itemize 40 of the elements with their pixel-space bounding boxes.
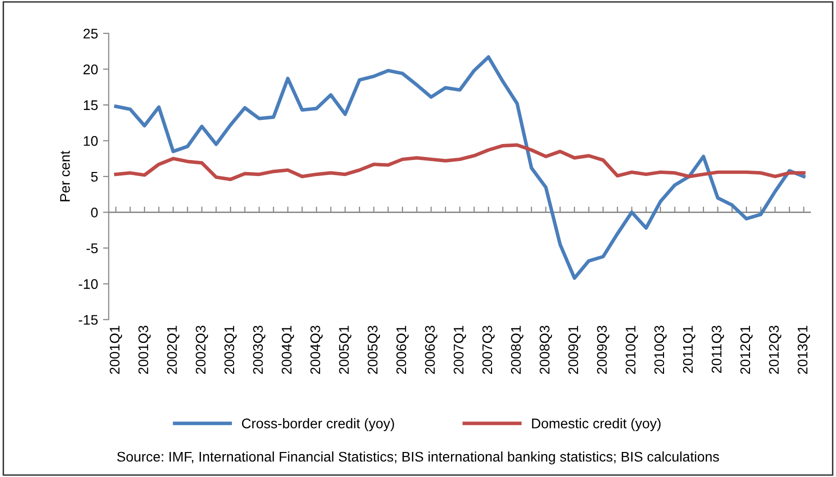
- x-tick-label: 2013Q1: [798, 326, 810, 374]
- x-tick-label: 2009Q3: [597, 326, 610, 374]
- source-note: Source: IMF, International Financial Statistics; BIS international banking statistics; BIS calculations: [117, 451, 719, 464]
- y-tick-label: 5: [91, 172, 98, 182]
- x-tick-label: 2007Q1: [454, 326, 466, 374]
- y-tick-label: -10: [78, 279, 98, 289]
- x-tick-label: 2005Q3: [368, 326, 380, 374]
- x-tick-label: 2004Q1: [282, 326, 294, 374]
- x-tick-label: 2005Q1: [339, 326, 352, 374]
- legend-label: Cross-border credit (yoy): [242, 418, 394, 432]
- x-tick-label: 2001Q1: [110, 326, 122, 374]
- y-tick-label: 15: [84, 100, 98, 110]
- y-tick-label: 0: [91, 208, 98, 218]
- y-tick-label: 25: [84, 28, 98, 39]
- x-tick-label: 2006Q3: [425, 326, 438, 374]
- x-tick-label: 2010Q3: [654, 326, 667, 374]
- y-tick-label: 10: [84, 136, 98, 146]
- x-tick-label: 2007Q3: [482, 326, 495, 374]
- x-tick-label: 2010Q1: [626, 326, 638, 374]
- x-tick-label: 2003Q3: [253, 326, 266, 374]
- x-tick-label: 2006Q1: [396, 326, 409, 374]
- x-tick-label: 2008Q1: [511, 326, 524, 374]
- line-series: [114, 55, 806, 280]
- x-tick-label: 2011Q1: [682, 326, 696, 373]
- x-tick-label: 2011Q3: [712, 326, 724, 373]
- x-tick-label: 2002Q1: [167, 326, 180, 374]
- x-tick-label: 2008Q3: [540, 326, 552, 374]
- x-tick-label: 2002Q3: [196, 326, 208, 374]
- x-tick-label: 2001Q3: [138, 326, 151, 374]
- y-tick-label: -15: [78, 315, 98, 325]
- x-tick-label: 2009Q1: [568, 326, 581, 374]
- line-series: [114, 143, 806, 182]
- legend-label: Domestic credit (yoy): [532, 418, 661, 432]
- x-tick-label: 2004Q3: [310, 326, 323, 374]
- x-tick-label: 2003Q1: [224, 326, 237, 374]
- y-tick-label: -5: [86, 244, 98, 254]
- x-tick-label: 2012Q1: [740, 326, 753, 374]
- y-axis-title: Per cent: [60, 150, 70, 202]
- x-tick-label: 2012Q3: [768, 326, 782, 374]
- y-tick-label: 20: [84, 64, 98, 74]
